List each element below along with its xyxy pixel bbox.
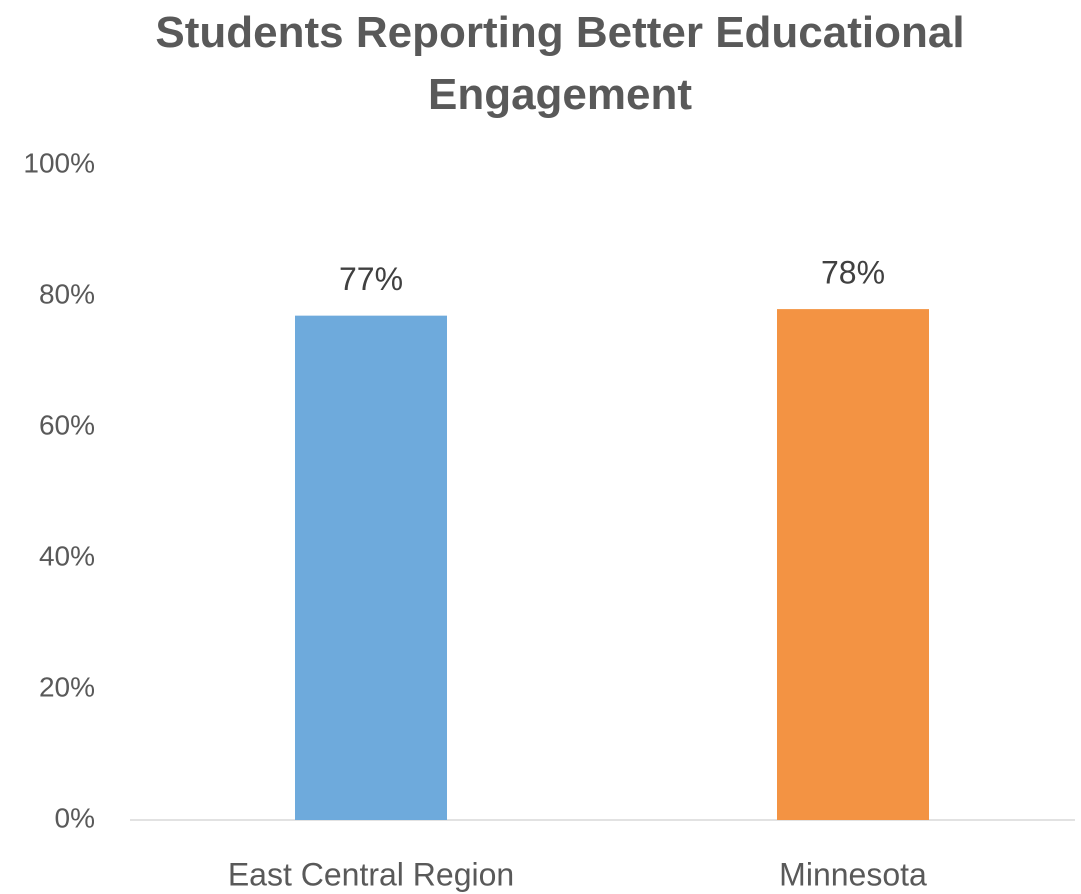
data-label: 77% <box>339 261 403 297</box>
y-tick-label: 100% <box>23 147 95 178</box>
bar <box>777 309 929 820</box>
x-tick-label: Minnesota <box>779 856 927 892</box>
data-label: 78% <box>821 255 885 291</box>
y-tick-label: 20% <box>39 671 95 702</box>
y-tick-label: 40% <box>39 540 95 571</box>
y-tick-label: 60% <box>39 409 95 440</box>
y-tick-label: 80% <box>39 278 95 309</box>
y-tick-label: 0% <box>55 802 95 833</box>
chart-title: Students Reporting Better Educational En… <box>155 8 965 119</box>
x-tick-label: East Central Region <box>228 856 514 892</box>
bar <box>295 315 447 820</box>
